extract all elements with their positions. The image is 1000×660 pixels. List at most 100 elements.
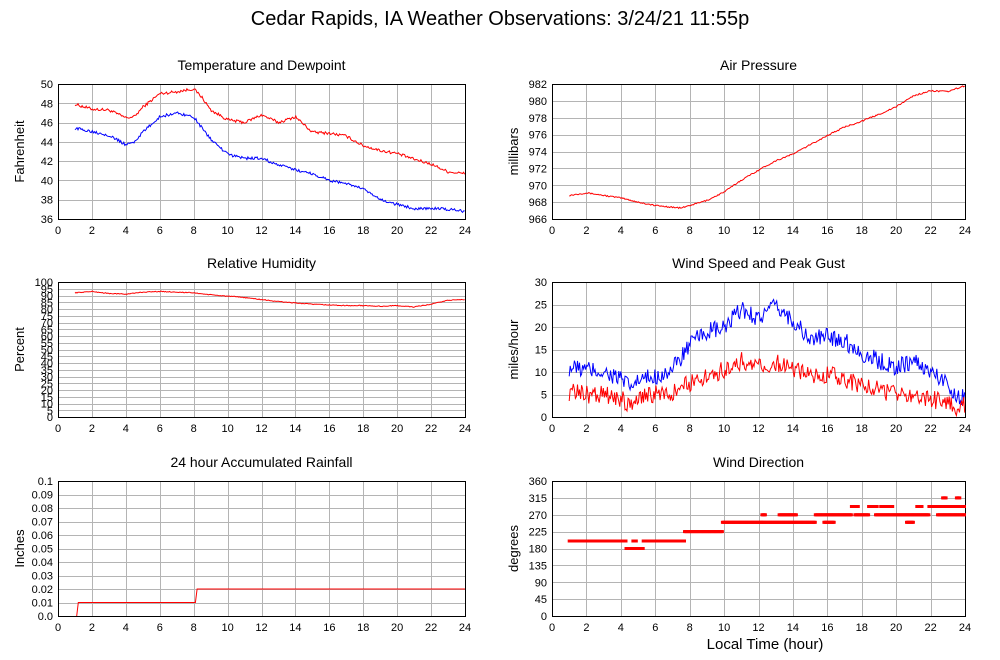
data-point <box>641 547 645 550</box>
y-tick-label: 315 <box>529 493 547 505</box>
series-line <box>74 87 466 175</box>
x-tick-label: 8 <box>687 622 693 634</box>
y-tick-label: 0.03 <box>32 571 53 583</box>
chart-title: Temperature and Dewpoint <box>177 57 345 73</box>
chart-title: Air Pressure <box>720 57 797 73</box>
series-line <box>568 298 966 406</box>
direction-points <box>853 513 871 517</box>
x-tick-label: 2 <box>583 423 589 435</box>
direction-points <box>941 496 948 500</box>
x-tick-label: 20 <box>890 622 902 634</box>
y-tick-label: 15 <box>41 392 53 404</box>
x-tick-label: 24 <box>459 225 471 237</box>
x-tick-label: 18 <box>856 225 868 237</box>
y-tick-label: 25 <box>41 378 53 390</box>
x-tick-label: 10 <box>221 622 233 634</box>
x-tick-label: 8 <box>687 423 693 435</box>
data-point <box>891 505 895 508</box>
y-tick-label: 65 <box>41 324 53 336</box>
y-axis-label: Inches <box>12 529 27 568</box>
x-tick-label: 8 <box>687 225 693 237</box>
y-tick-label: 45 <box>41 351 53 363</box>
data-point <box>856 505 860 508</box>
y-tick-label: 90 <box>535 577 547 589</box>
y-tick-label: 25 <box>535 300 547 312</box>
y-tick-label: 35 <box>41 365 53 377</box>
x-tick-label: 4 <box>618 423 624 435</box>
x-tick-label: 24 <box>959 423 971 435</box>
y-tick-label: 40 <box>41 175 53 187</box>
x-tick-label: 12 <box>752 423 764 435</box>
direction-points <box>567 539 628 543</box>
chart-grid <box>58 84 466 220</box>
x-tick-label: 18 <box>856 622 868 634</box>
direction-points <box>760 520 817 524</box>
y-tick-label: 0 <box>47 412 53 424</box>
x-tick-label: 10 <box>221 423 233 435</box>
x-tick-label: 2 <box>89 225 95 237</box>
direction-points <box>813 513 853 517</box>
x-tick-label: 14 <box>787 225 799 237</box>
data-point <box>911 520 915 524</box>
series-line <box>568 352 966 418</box>
page-title: Cedar Rapids, IA Weather Observations: 3… <box>250 8 750 30</box>
x-tick-label: 4 <box>618 225 624 237</box>
direction-points <box>874 513 931 517</box>
series-line <box>76 588 465 617</box>
x-tick-label: 22 <box>924 423 936 435</box>
direction-points <box>905 520 915 524</box>
y-tick-label: 45 <box>535 594 547 606</box>
direction-points <box>954 496 962 500</box>
y-tick-label: 0.06 <box>32 530 53 542</box>
y-tick-label: 225 <box>529 527 547 539</box>
plot-frame <box>58 84 466 220</box>
plot-frame <box>552 481 966 617</box>
data-point <box>944 496 948 500</box>
y-tick-label: 0 <box>541 611 547 623</box>
y-axis-label: millibars <box>506 127 521 175</box>
plot-data <box>567 496 966 550</box>
x-tick-label: 2 <box>89 622 95 634</box>
x-tick-label: 14 <box>787 423 799 435</box>
chart-grid <box>58 282 466 418</box>
x-tick-label: 20 <box>890 225 902 237</box>
x-tick-label: 12 <box>752 622 764 634</box>
data-point <box>867 513 871 517</box>
x-tick-label: 24 <box>459 622 471 634</box>
y-axis-label: miles/hour <box>506 319 521 380</box>
direction-points <box>936 513 966 517</box>
y-tick-label: 0.09 <box>32 490 53 502</box>
data-point <box>813 520 817 524</box>
x-tick-label: 22 <box>425 225 437 237</box>
x-tick-label: 6 <box>157 225 163 237</box>
y-tick-label: 30 <box>41 372 53 384</box>
x-tick-label: 4 <box>123 225 129 237</box>
direction-points <box>624 547 645 550</box>
y-tick-label: 0.1 <box>38 476 53 488</box>
chart-grid <box>552 84 966 220</box>
chart-title: Relative Humidity <box>207 255 316 271</box>
x-tick-label: 4 <box>123 423 129 435</box>
plot-frame <box>58 282 466 418</box>
x-tick-label: 14 <box>289 423 301 435</box>
y-tick-label: 976 <box>529 130 547 142</box>
direction-points <box>720 520 764 524</box>
x-tick-label: 8 <box>191 225 197 237</box>
x-tick-label: 0 <box>55 225 61 237</box>
x-tick-label: 16 <box>323 622 335 634</box>
direction-points <box>683 530 724 534</box>
x-tick-label: 18 <box>357 225 369 237</box>
chart-grid <box>58 481 466 617</box>
y-tick-label: 970 <box>529 180 547 192</box>
data-point <box>963 513 966 517</box>
x-tick-label: 24 <box>959 622 971 634</box>
data-point <box>683 539 686 543</box>
x-tick-label: 10 <box>718 225 730 237</box>
x-tick-label: 12 <box>255 622 267 634</box>
data-point <box>634 539 638 543</box>
y-tick-label: 48 <box>41 98 53 110</box>
x-tick-label: 2 <box>583 622 589 634</box>
